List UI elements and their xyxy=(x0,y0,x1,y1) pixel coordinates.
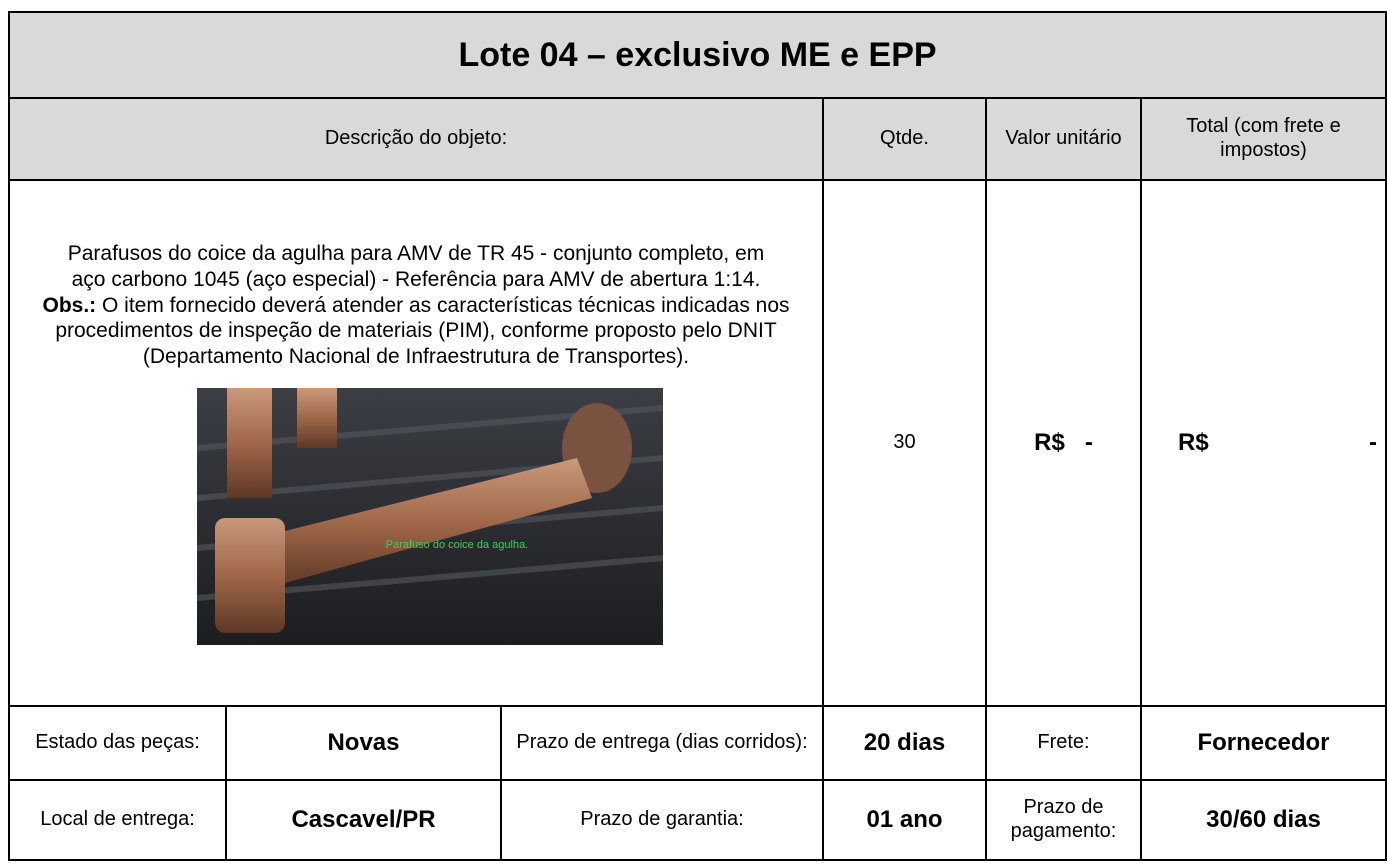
description-cell: Parafusos do coice da agulha para AMV de… xyxy=(8,179,824,707)
header-cell: Valor unitário xyxy=(985,97,1142,181)
obs-label: Obs.: xyxy=(42,293,97,317)
detail-value: Cascavel/PR xyxy=(225,779,502,861)
detail-label: Prazo de pagamento: xyxy=(985,779,1142,861)
image-caption: Parafuso do coice da agulha. xyxy=(386,539,529,551)
product-image: Parafuso do coice da agulha. xyxy=(197,388,663,646)
amount: - xyxy=(1369,428,1377,456)
detail-label: Local de entrega: xyxy=(8,779,227,861)
unit-value: R$ - xyxy=(985,179,1142,707)
detail-value: 01 ano xyxy=(822,779,987,861)
detail-label: Prazo de entrega (dias corridos): xyxy=(500,705,824,781)
currency: R$ xyxy=(1178,428,1209,456)
lot-table: Lote 04 – exclusivo ME e EPP Descrição d… xyxy=(8,11,1387,861)
obs-text: O item fornecido deverá atender as carac… xyxy=(55,293,790,369)
description: Parafusos do coice da agulha para AMV de… xyxy=(67,241,765,291)
header-cell: Total (com frete e impostos) xyxy=(1140,97,1387,181)
header-cell: Descrição do objeto: xyxy=(8,97,824,181)
detail-value: 20 dias xyxy=(822,705,987,781)
title: Lote 04 – exclusivo ME e EPP xyxy=(8,11,1387,99)
amount: - xyxy=(1084,428,1093,456)
detail-value: Fornecedor xyxy=(1140,705,1387,781)
detail-label: Estado das peças: xyxy=(8,705,227,781)
currency: R$ xyxy=(1034,428,1065,456)
detail-label: Prazo de garantia: xyxy=(500,779,824,861)
detail-value: Novas xyxy=(225,705,502,781)
total: R$ - xyxy=(1140,179,1387,707)
header-cell: Qtde. xyxy=(822,97,987,181)
detail-value: 30/60 dias xyxy=(1140,779,1387,861)
detail-label: Frete: xyxy=(985,705,1142,781)
qty: 30 xyxy=(822,179,987,707)
obs: Obs.: O item fornecido deverá atender as… xyxy=(22,293,810,370)
